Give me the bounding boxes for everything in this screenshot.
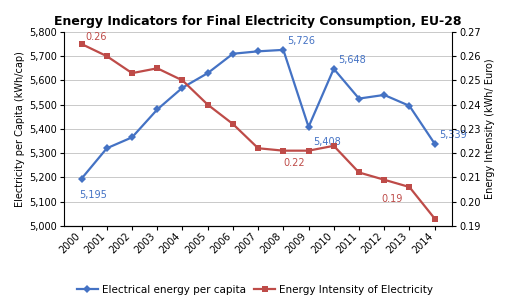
Electrical energy per capita [355, 97, 361, 100]
Energy Intensity of Electricity [179, 79, 185, 82]
Text: 0.26: 0.26 [86, 32, 107, 42]
Text: 0.22: 0.22 [283, 158, 304, 168]
Energy Intensity of Electricity [431, 217, 437, 220]
Y-axis label: Electricity per Capita (kWh/cap): Electricity per Capita (kWh/cap) [15, 51, 25, 207]
Electrical energy per capita [204, 71, 210, 75]
Energy Intensity of Electricity [78, 42, 84, 46]
Electrical energy per capita [230, 52, 236, 56]
Text: 5,726: 5,726 [287, 36, 315, 46]
Electrical energy per capita [78, 177, 84, 180]
Energy Intensity of Electricity [129, 71, 135, 75]
Y-axis label: Energy Intensity (kWh/ Euro): Energy Intensity (kWh/ Euro) [484, 59, 494, 199]
Energy Intensity of Electricity [230, 122, 236, 126]
Text: 5,195: 5,195 [79, 190, 106, 200]
Energy Intensity of Electricity [280, 149, 286, 153]
Electrical energy per capita [330, 67, 336, 70]
Line: Electrical energy per capita: Electrical energy per capita [79, 47, 437, 181]
Legend: Electrical energy per capita, Energy Intensity of Electricity: Electrical energy per capita, Energy Int… [72, 281, 437, 299]
Energy Intensity of Electricity [406, 185, 412, 189]
Text: 0.19: 0.19 [381, 194, 402, 204]
Electrical energy per capita [254, 50, 261, 53]
Energy Intensity of Electricity [204, 103, 210, 107]
Electrical energy per capita [129, 135, 135, 139]
Text: 5,648: 5,648 [337, 55, 365, 65]
Energy Intensity of Electricity [154, 67, 160, 70]
Energy Intensity of Electricity [305, 149, 311, 153]
Energy Intensity of Electricity [380, 178, 386, 182]
Electrical energy per capita [305, 125, 311, 129]
Electrical energy per capita [179, 86, 185, 89]
Line: Energy Intensity of Electricity: Energy Intensity of Electricity [79, 41, 437, 221]
Electrical energy per capita [380, 93, 386, 97]
Energy Intensity of Electricity [254, 146, 261, 150]
Energy Intensity of Electricity [355, 171, 361, 174]
Text: 5,408: 5,408 [312, 137, 340, 147]
Title: Energy Indicators for Final Electricity Consumption, EU-28: Energy Indicators for Final Electricity … [54, 15, 461, 28]
Electrical energy per capita [104, 146, 110, 150]
Energy Intensity of Electricity [104, 54, 110, 58]
Text: 5,339: 5,339 [438, 130, 466, 140]
Electrical energy per capita [280, 48, 286, 52]
Electrical energy per capita [154, 108, 160, 111]
Electrical energy per capita [431, 142, 437, 145]
Energy Intensity of Electricity [330, 144, 336, 147]
Electrical energy per capita [406, 104, 412, 108]
